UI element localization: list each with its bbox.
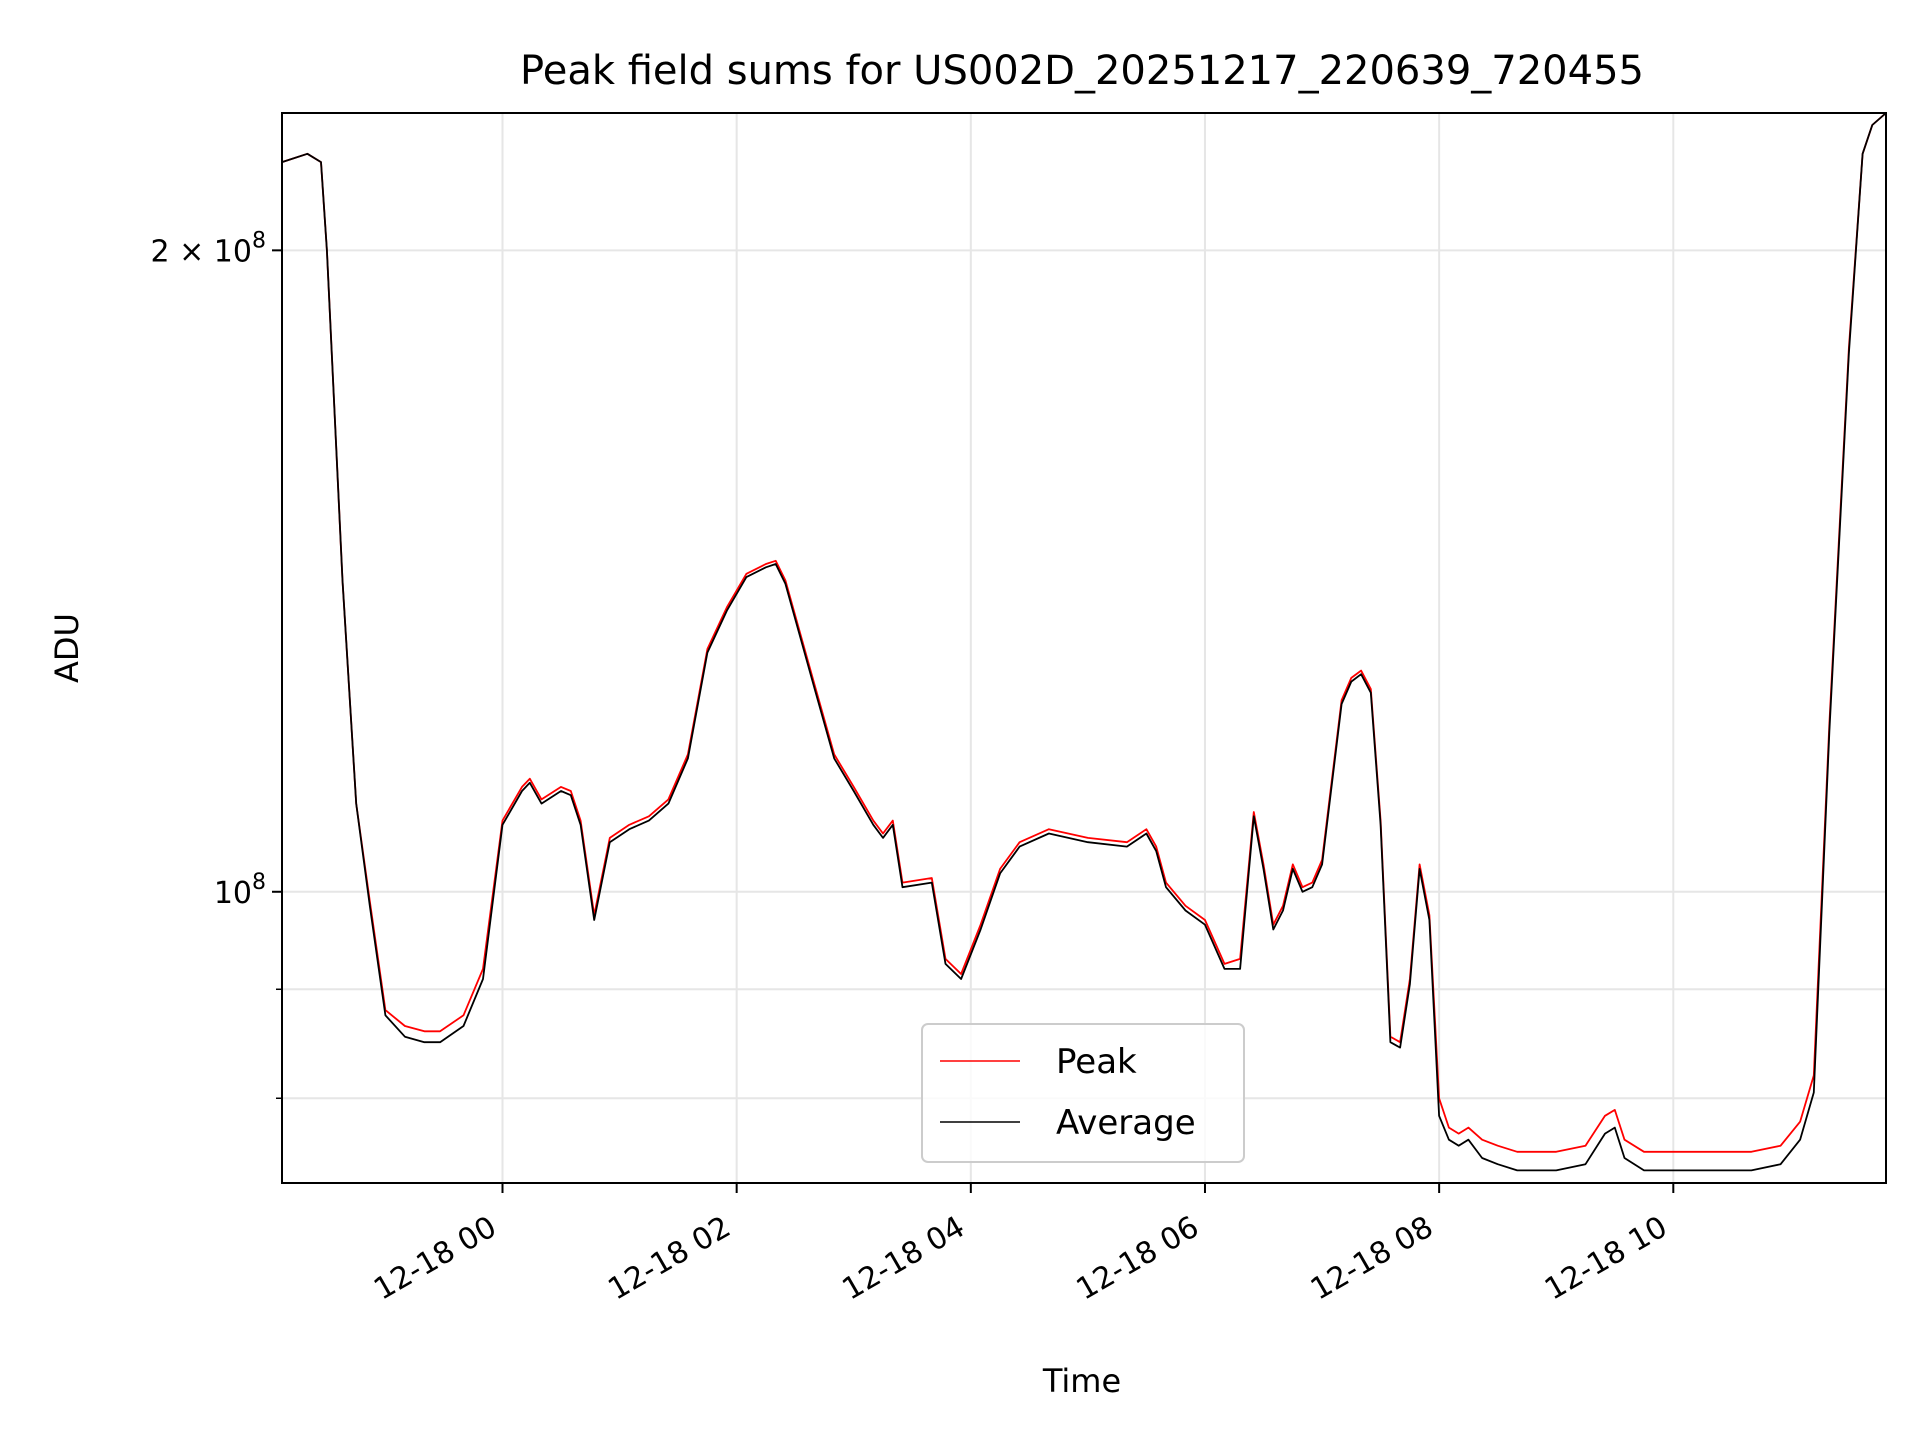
x-axis-label: Time: [1042, 1362, 1121, 1400]
series-line-average: [281, 112, 1887, 1172]
chart-title: Peak field sums for US002D_20251217_2206…: [520, 48, 1644, 94]
y-axis-label: ADU: [48, 613, 86, 683]
y-tick-label: 2 × 108: [151, 228, 266, 269]
legend-box: [921, 1023, 1245, 1163]
plot-series: [281, 112, 1887, 1172]
grid: [282, 113, 1886, 1183]
legend-label-average: Average: [1056, 1103, 1196, 1143]
legend-label-peak: Peak: [1056, 1042, 1137, 1082]
plot-frame: [281, 112, 1887, 1184]
legend: Peak Average: [921, 1023, 1245, 1163]
series-line-peak: [281, 112, 1887, 1153]
y-axis-ticks: 2 × 108 108: [151, 228, 282, 1100]
y-tick-label: 108: [214, 870, 266, 911]
